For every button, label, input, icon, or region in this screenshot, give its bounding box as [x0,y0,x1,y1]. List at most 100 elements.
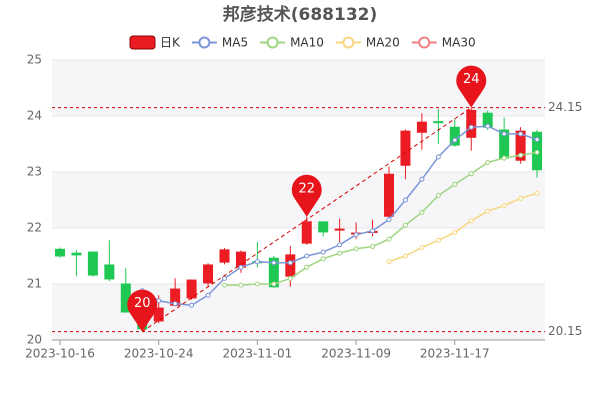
ma-point [452,137,458,143]
legend-item: 日K [129,35,181,50]
mark-line-label: 20.15 [548,324,582,338]
ma-point [419,209,425,215]
ma-point [271,260,277,266]
ma-point [386,217,392,223]
mark-point [456,65,487,108]
legend-swatch [266,36,279,49]
ma-point [468,171,474,177]
ma-point [304,253,310,259]
candle-body [153,307,164,322]
ma-point [402,222,408,228]
y-tick-label: 22 [27,221,42,235]
ma-point [518,195,524,201]
mark-point [291,174,322,217]
ma-point [501,203,507,209]
x-tick-label: 2023-10-16 [25,347,95,361]
legend-swatch [129,35,156,50]
candle-body [55,248,65,257]
ma-point [402,197,408,203]
mark-point [127,289,158,332]
ma-point [238,264,244,270]
ma-point [435,237,441,243]
ma-line [224,151,538,286]
ma-point [337,250,343,256]
ma-point [156,298,162,304]
legend-label: MA10 [290,36,324,50]
ma-point [419,245,425,251]
ma-point [534,190,540,196]
ma-point [534,149,540,155]
candle-body [104,264,115,280]
candle-body [87,251,98,276]
y-tick-label: 25 [27,53,42,67]
y-tick-label: 20 [27,333,42,347]
legend-item: MA10 [260,36,324,50]
ma-point [501,155,507,161]
candle-body [268,257,279,288]
y-tick-label: 21 [27,277,42,291]
ma-point [485,159,491,165]
ma-point [485,208,491,214]
trend-line [141,107,472,333]
ma-point [419,176,425,182]
ma-point [337,242,343,248]
y-tick-label: 23 [27,165,42,179]
ma-point [518,131,524,137]
legend-swatch [342,36,355,49]
ma-point [254,259,260,265]
mark-point-label: 22 [298,181,315,196]
candle-body [416,121,427,133]
candle-body [433,121,444,124]
ma-point [353,246,359,252]
chart-title: 邦彦技术(688132) [223,4,378,25]
candle-body [301,221,312,244]
ma-point [222,282,227,288]
ma-point [304,264,310,270]
ma-point [205,292,211,298]
x-tick-label: 2023-10-24 [124,347,194,361]
ma-point [468,218,474,224]
legend-label: MA30 [442,36,476,50]
ma-point [534,137,540,143]
legend-item: MA5 [191,36,248,50]
legend-swatch [418,36,431,49]
ma-point [452,181,458,187]
ma-point [485,123,491,129]
mark-point-label: 24 [463,72,480,87]
mark-point-label: 20 [134,296,151,311]
ma-point [320,249,326,255]
ma-line [388,192,538,263]
ma-point [254,281,260,287]
legend-label: MA5 [222,36,248,50]
ma-point [238,282,244,288]
candle-body [400,130,411,166]
legend-label: MA20 [366,36,400,50]
x-tick-label: 2023-11-17 [420,347,490,361]
ma-point [370,228,376,234]
ma-point [353,232,359,238]
candle-body [318,221,329,233]
y-tick-label: 24 [27,109,42,123]
ma-point [386,259,392,265]
ma-point [402,253,408,259]
legend-item: MA20 [335,36,400,50]
candle-body [384,173,394,217]
ma-point [468,124,474,130]
candle-body [71,252,82,256]
ma-point [452,229,458,235]
candle-body [515,130,526,161]
candle-body [466,109,477,138]
x-tick-label: 2023-11-01 [223,347,293,361]
ma-point [386,236,392,242]
ma-point [189,302,195,308]
ma-point [222,275,227,281]
ma-point [172,301,178,307]
x-tick-label: 2023-11-09 [321,347,391,361]
candle-body [334,228,345,231]
ma-point [435,154,441,160]
legend-swatch [198,36,211,49]
legend-label: 日K [160,36,181,50]
candle-body [219,249,230,263]
candle-body [285,254,296,277]
